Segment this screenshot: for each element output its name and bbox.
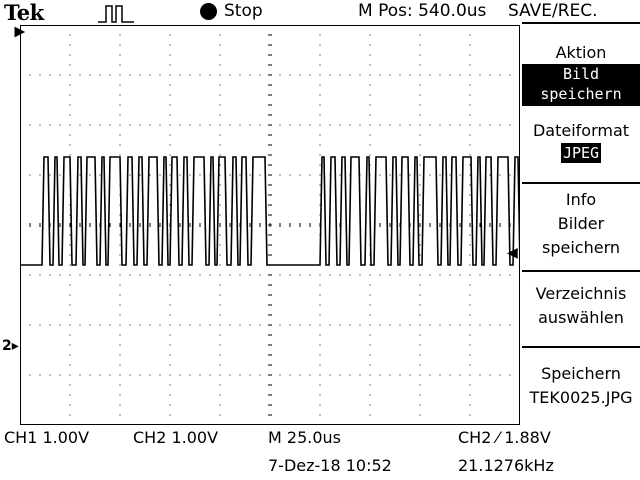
pulse-trigger-icon: [98, 5, 134, 23]
menu-item-verzeichnis-auswaehlen[interactable]: Verzeichnis auswählen: [535, 284, 627, 327]
trigger-position-marker: ▼: [11, 26, 28, 38]
stop-indicator-icon: [200, 3, 217, 20]
waveform-display: [20, 25, 520, 425]
menu-separator: [522, 104, 640, 106]
menu-item-speichern[interactable]: Speichern TEK0025.JPG: [529, 364, 633, 407]
trigger-setting: CH2 ⁄ 1.88V: [458, 428, 551, 447]
menu-item-value: Bild speichern: [522, 64, 640, 104]
horizontal-position: M Pos: 540.0us: [358, 1, 487, 21]
menu-item-dateiformat[interactable]: Dateiformat JPEG: [522, 120, 640, 164]
menu-item-label: Aktion: [555, 43, 607, 62]
channel-2-arrow-icon: ▸: [11, 338, 19, 354]
brand-logo: Tek: [4, 0, 44, 25]
trigger-level-marker: ◀: [507, 245, 518, 261]
menu-separator: [522, 22, 640, 24]
ch2-scale: CH2 1.00V: [133, 428, 219, 447]
date-time: 7-Dez-18 10:52: [268, 456, 392, 475]
menu-separator: [522, 182, 640, 184]
graticule: [20, 25, 520, 425]
menu-separator: [522, 346, 640, 348]
channel-2-waveform: [20, 156, 520, 266]
trigger-frequency: 21.1276kHz: [458, 456, 554, 475]
menu-item-aktion[interactable]: Aktion Bild speichern: [522, 42, 640, 105]
timebase: M 25.0us: [268, 428, 341, 447]
menu-item-label: Dateiformat: [532, 121, 630, 140]
menu-item-value: JPEG: [560, 143, 602, 163]
ch1-scale: CH1 1.00V: [4, 428, 90, 447]
acquisition-state: Stop: [224, 1, 263, 21]
channel-2-label: 2: [2, 338, 12, 354]
channel-2-marker: 2▸: [2, 338, 19, 354]
menu-separator: [522, 270, 640, 272]
menu-item-info-bilder-speichern[interactable]: Info Bilder speichern: [542, 190, 620, 257]
menu-title: SAVE/REC.: [508, 1, 598, 21]
